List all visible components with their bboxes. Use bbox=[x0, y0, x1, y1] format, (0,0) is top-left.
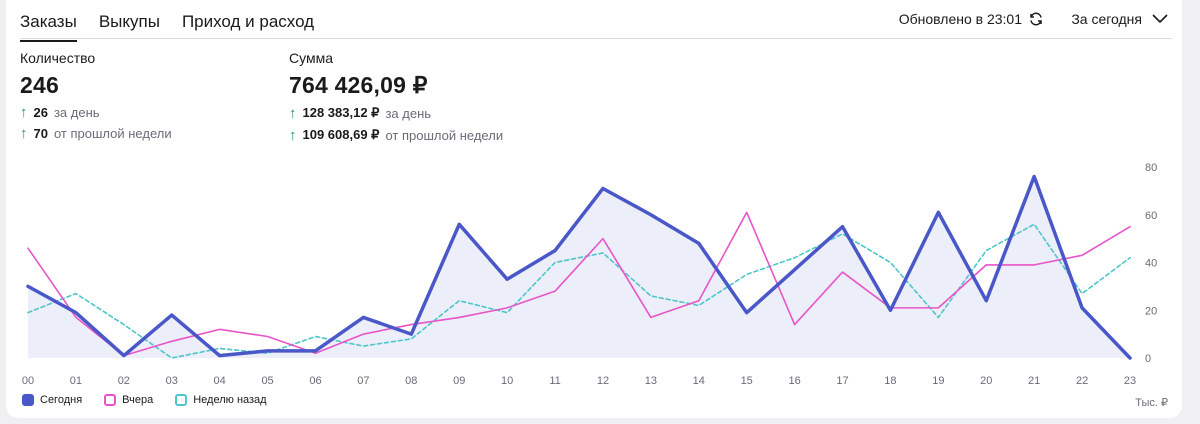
series-line-today bbox=[26, 174, 1132, 360]
legend-yesterday[interactable]: Вчера bbox=[104, 394, 153, 406]
tab-income-expense[interactable]: Приход и расход bbox=[181, 12, 315, 31]
quantity-label: Количество bbox=[20, 50, 96, 66]
x-tick-label: 00 bbox=[22, 375, 34, 387]
period-label: За сегодня bbox=[1071, 11, 1142, 27]
legend-label-week-ago: Неделю назад bbox=[193, 394, 267, 406]
period-select[interactable]: За сегодня bbox=[1071, 11, 1168, 27]
sum-day-delta: 128 383,12 ₽ bbox=[302, 105, 380, 120]
legend-swatch-week-ago bbox=[175, 394, 188, 406]
sum-week-delta: 109 608,69 ₽ bbox=[302, 127, 380, 142]
quantity-day-label: за день bbox=[53, 105, 100, 120]
x-tick-label: 03 bbox=[166, 375, 178, 387]
unit-label: Тыс. ₽ bbox=[1135, 397, 1168, 409]
x-tick-label: 20 bbox=[980, 375, 992, 387]
tab-bar: Заказы Выкупы Приход и расход bbox=[20, 8, 336, 42]
x-tick-label: 08 bbox=[405, 375, 417, 387]
quantity-value: 246 bbox=[20, 72, 59, 98]
updated-status: Обновлено в 23:01 bbox=[899, 11, 1044, 27]
x-tick-label: 13 bbox=[645, 375, 657, 387]
x-tick-label: 19 bbox=[932, 375, 944, 387]
quantity-day-delta: 26 bbox=[33, 105, 48, 120]
tab-orders[interactable]: Заказы bbox=[20, 8, 77, 42]
updated-label: Обновлено в 23:01 bbox=[898, 11, 1022, 27]
x-tick-label: 09 bbox=[453, 375, 465, 387]
y-tick-label: 0 bbox=[1145, 353, 1151, 365]
series-line-yesterday bbox=[27, 211, 1131, 357]
y-tick-label: 60 bbox=[1145, 210, 1157, 222]
x-tick-label: 16 bbox=[788, 375, 800, 387]
arrow-up-icon: ↑ bbox=[20, 104, 28, 121]
y-tick-label: 40 bbox=[1145, 258, 1157, 270]
y-tick-label: 20 bbox=[1145, 305, 1157, 317]
x-tick-label: 06 bbox=[309, 375, 321, 387]
legend-label-today: Сегодня bbox=[40, 394, 83, 406]
sum-metric: Сумма 764 426,09 ₽ ↑ 128 383,12 ₽ за ден… bbox=[289, 50, 503, 143]
x-tick-label: 12 bbox=[597, 375, 609, 387]
orders-chart: 0 20 40 60 80 00 01 02 03 04 05 06 07 08 09 10 11 12 13 14 1… bbox=[6, 150, 1182, 418]
sum-label: Сумма bbox=[289, 50, 333, 66]
legend-swatch-today bbox=[22, 394, 34, 406]
arrow-up-icon: ↑ bbox=[20, 125, 28, 142]
sum-value: 764 426,09 ₽ bbox=[289, 72, 428, 98]
x-tick-label: 21 bbox=[1028, 375, 1040, 387]
x-tick-label: 01 bbox=[70, 375, 82, 387]
legend-week-ago[interactable]: Неделю назад bbox=[175, 394, 267, 406]
x-tick-label: 15 bbox=[741, 375, 753, 387]
x-tick-label: 22 bbox=[1076, 375, 1088, 387]
quantity-week-delta: 70 bbox=[33, 126, 48, 141]
sum-week-label: от прошлой недели bbox=[385, 127, 504, 143]
x-tick-label: 05 bbox=[261, 375, 273, 387]
chevron-down-icon bbox=[1152, 11, 1168, 27]
chart-legend: Сегодня Вчера Неделю назад bbox=[22, 394, 267, 406]
x-tick-label: 14 bbox=[693, 375, 705, 387]
series-area-today bbox=[28, 176, 1130, 358]
legend-today[interactable]: Сегодня bbox=[22, 394, 82, 406]
x-tick-label: 04 bbox=[214, 375, 226, 387]
chart-svg: 0 20 40 60 80 00 01 02 03 04 05 06 07 08 09 10 11 12 13 14 1… bbox=[22, 162, 1157, 387]
sum-day-row: ↑ 128 383,12 ₽ за день bbox=[289, 105, 503, 121]
orders-card: Заказы Выкупы Приход и расход Обновлено … bbox=[6, 0, 1182, 418]
legend-swatch-yesterday bbox=[104, 394, 117, 406]
arrow-up-icon: ↑ bbox=[289, 126, 297, 144]
x-tick-label: 11 bbox=[549, 375, 560, 387]
arrow-up-icon: ↑ bbox=[289, 104, 297, 122]
x-tick-label: 07 bbox=[357, 375, 369, 387]
refresh-icon[interactable] bbox=[1028, 11, 1044, 27]
quantity-week-row: ↑ 70 от прошлой недели bbox=[20, 126, 172, 141]
tabs-divider bbox=[20, 38, 1172, 39]
quantity-week-label: от прошлой недели bbox=[53, 126, 172, 141]
x-tick-label: 10 bbox=[501, 375, 513, 387]
quantity-metric: Количество 246 ↑ 26 за день ↑ 70 от прош… bbox=[20, 50, 172, 141]
x-tick-label: 17 bbox=[836, 375, 848, 387]
x-tick-label: 23 bbox=[1124, 375, 1136, 387]
sum-day-label: за день bbox=[385, 105, 432, 121]
x-tick-label: 18 bbox=[884, 375, 896, 387]
sum-week-row: ↑ 109 608,69 ₽ от прошлой недели bbox=[289, 127, 503, 143]
y-tick-label: 80 bbox=[1145, 162, 1157, 174]
legend-label-yesterday: Вчера bbox=[122, 394, 154, 406]
quantity-day-row: ↑ 26 за день bbox=[20, 105, 172, 120]
tab-buyouts[interactable]: Выкупы bbox=[98, 12, 160, 31]
x-tick-label: 02 bbox=[118, 375, 130, 387]
